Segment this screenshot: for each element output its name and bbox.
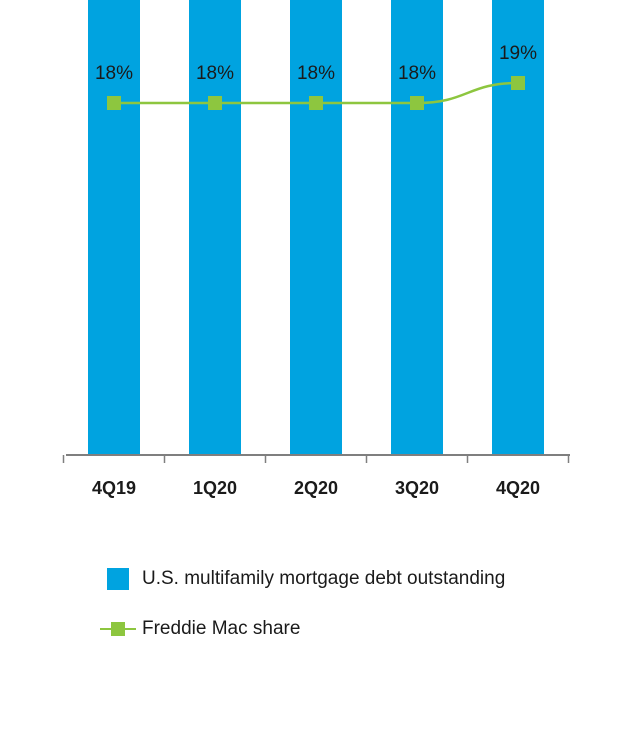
legend-item-line[interactable]: Freddie Mac share bbox=[100, 616, 600, 642]
x-axis-ticks bbox=[62, 455, 570, 463]
legend-line-marker bbox=[111, 622, 125, 636]
share-point-2q20 bbox=[309, 96, 323, 110]
x-tick-labels: 4Q19 1Q20 2Q20 3Q20 4Q20 bbox=[92, 478, 540, 498]
bar-4q19 bbox=[88, 0, 140, 455]
legend-bar-swatch-wrap bbox=[100, 566, 142, 592]
x-tick-label-3q20: 3Q20 bbox=[395, 478, 439, 498]
x-tick-label-1q20: 1Q20 bbox=[193, 478, 237, 498]
bar-1q20 bbox=[189, 0, 241, 455]
share-point-3q20 bbox=[410, 96, 424, 110]
share-value-label-4q20: 19% bbox=[499, 43, 537, 64]
bar-4q20 bbox=[492, 0, 544, 455]
share-point-1q20 bbox=[208, 96, 222, 110]
chart: $1,623$1,645$1,680$1,711$1,754 4Q191Q202… bbox=[62, 0, 570, 498]
share-value-label-3q20: 18% bbox=[398, 63, 436, 84]
x-tick-label-4q20: 4Q20 bbox=[496, 478, 540, 498]
bar-2q20 bbox=[290, 0, 342, 455]
bar-3q20 bbox=[391, 0, 443, 455]
share-value-labels: 18% 18% 18% 18% 19% bbox=[95, 43, 537, 84]
legend-item-bar[interactable]: U.S. multifamily mortgage debt outstandi… bbox=[100, 566, 600, 592]
x-tick-label-2q20: 2Q20 bbox=[294, 478, 338, 498]
share-point-4q20 bbox=[511, 76, 525, 90]
bar-series bbox=[88, 0, 544, 455]
share-line-series bbox=[107, 76, 525, 110]
legend-bar-swatch bbox=[107, 568, 129, 590]
share-value-label-1q20: 18% bbox=[196, 63, 234, 84]
share-point-4q19 bbox=[107, 96, 121, 110]
share-value-label-2q20: 18% bbox=[297, 63, 335, 84]
legend-label-line: Freddie Mac share bbox=[142, 618, 301, 639]
legend-label-bar: U.S. multifamily mortgage debt outstandi… bbox=[142, 568, 506, 589]
share-value-label-4q19: 18% bbox=[95, 63, 133, 84]
share-line-path bbox=[114, 81, 519, 105]
legend-line-swatch-wrap bbox=[100, 616, 142, 642]
legend: U.S. multifamily mortgage debt outstandi… bbox=[100, 566, 600, 666]
x-tick-label-4q19: 4Q19 bbox=[92, 478, 136, 498]
